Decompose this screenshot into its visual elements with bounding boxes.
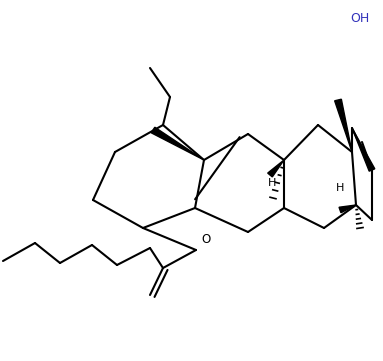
Polygon shape (339, 205, 356, 213)
Text: O: O (201, 233, 210, 246)
Text: OH: OH (350, 12, 370, 25)
Text: H: H (336, 183, 344, 193)
Polygon shape (151, 127, 204, 160)
Polygon shape (268, 160, 284, 177)
Text: H: H (268, 178, 276, 188)
Polygon shape (335, 99, 352, 152)
Polygon shape (352, 128, 375, 171)
